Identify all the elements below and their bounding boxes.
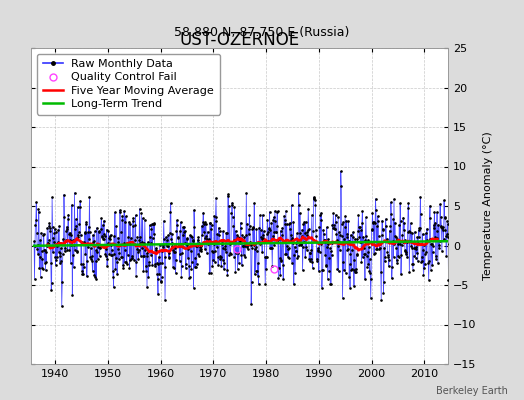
Text: 58.880 N, 87.750 E (Russia): 58.880 N, 87.750 E (Russia) <box>174 26 350 39</box>
Legend: Raw Monthly Data, Quality Control Fail, Five Year Moving Average, Long-Term Tren: Raw Monthly Data, Quality Control Fail, … <box>37 54 220 115</box>
Text: Berkeley Earth: Berkeley Earth <box>436 386 508 396</box>
Title: UST-OZERNOE: UST-OZERNOE <box>180 31 300 49</box>
Y-axis label: Temperature Anomaly (°C): Temperature Anomaly (°C) <box>483 132 493 280</box>
